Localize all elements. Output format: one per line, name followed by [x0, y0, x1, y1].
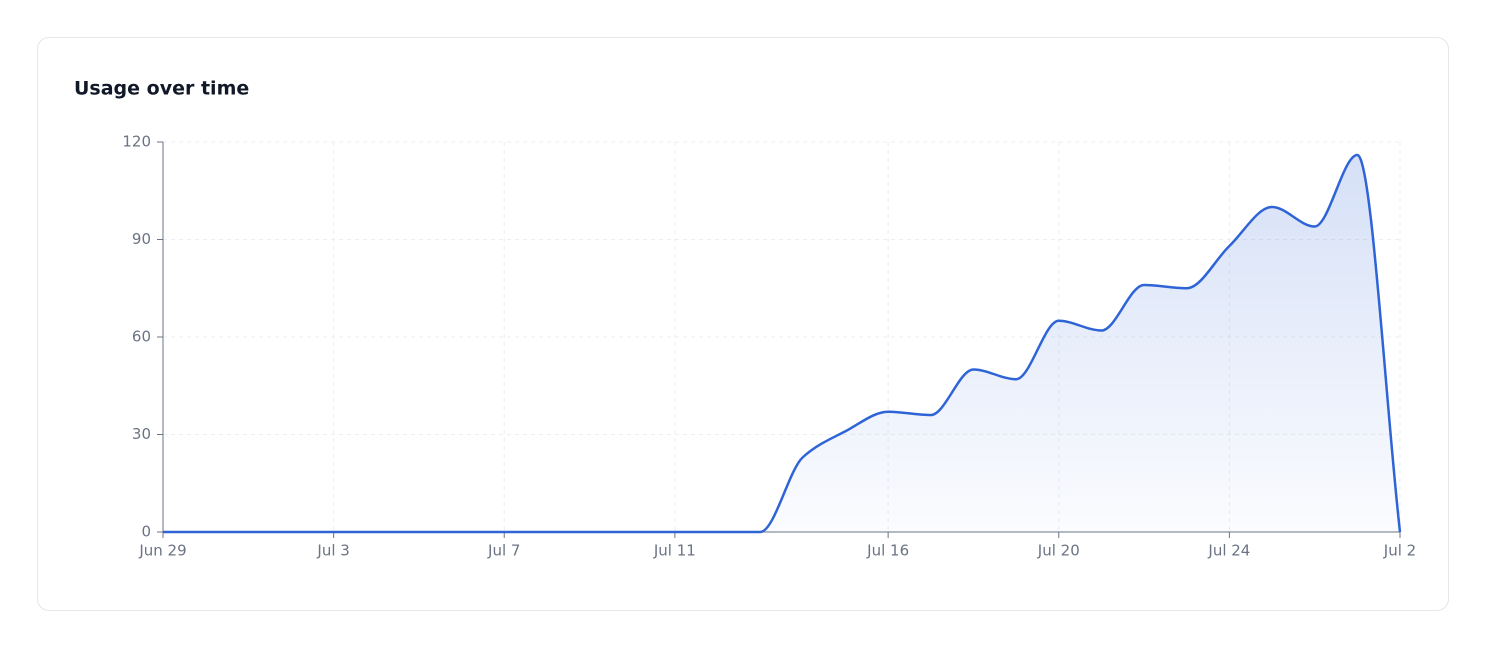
- y-tick-label: 120: [122, 133, 151, 151]
- chart-title: Usage over time: [74, 78, 249, 100]
- area-fill: [163, 155, 1400, 532]
- x-tick-label: Jul 24: [1207, 542, 1250, 560]
- y-tick-label: 90: [132, 230, 151, 248]
- x-tick-label: Jun 29: [138, 542, 186, 560]
- y-tick-label: 0: [141, 523, 151, 541]
- y-tick-label: 30: [132, 425, 151, 443]
- y-tick-label: 60: [132, 328, 151, 346]
- x-tick-label: Jul 16: [866, 542, 909, 560]
- x-tick-label: Jul 2: [1383, 542, 1416, 560]
- x-tick-label: Jul 7: [487, 542, 520, 560]
- card: [37, 37, 1449, 611]
- x-tick-label: Jul 3: [316, 542, 349, 560]
- line: [163, 153, 1402, 534]
- x-tick-label: Jul 11: [653, 542, 696, 560]
- x-tick-label: Jul 20: [1037, 542, 1080, 560]
